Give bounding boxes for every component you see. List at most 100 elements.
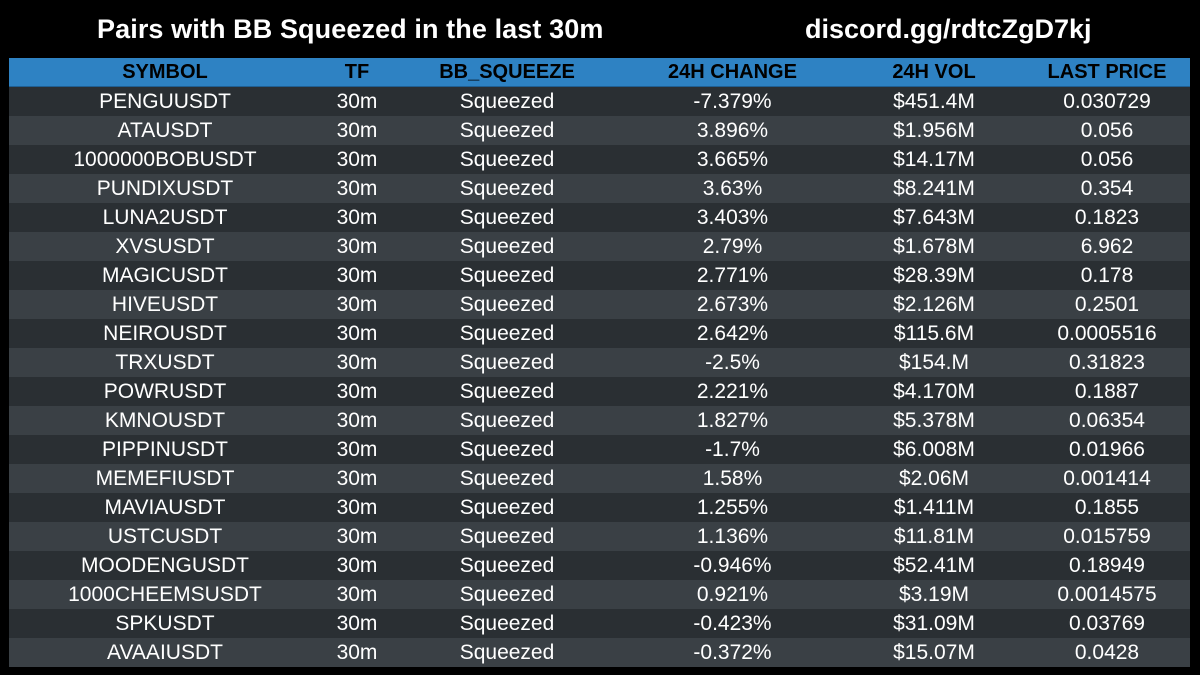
change-cell: 3.665% (696, 147, 769, 171)
price-cell: 0.0005516 (1057, 321, 1157, 345)
change-cell: 3.896% (696, 118, 769, 142)
symbol-cell: PIPPINUSDT (101, 437, 229, 461)
column-header-24h-change[interactable]: 24H CHANGE (668, 60, 797, 83)
price-cell: 0.1887 (1074, 379, 1140, 403)
change-cell: -0.423% (693, 611, 772, 635)
column-header-tf[interactable]: TF (344, 60, 370, 83)
symbol-cell: PUNDIXUSDT (96, 176, 234, 200)
change-cell: -0.946% (693, 553, 772, 577)
symbol-cell: POWRUSDT (103, 379, 227, 403)
tf-cell: 30m (336, 582, 378, 606)
bb-squeeze-cell: Squeezed (459, 292, 555, 316)
price-cell: 0.056 (1080, 118, 1134, 142)
volume-cell: $2.06M (898, 466, 970, 490)
price-cell: 0.18949 (1069, 553, 1145, 577)
volume-cell: $1.678M (893, 234, 975, 258)
price-cell: 0.01966 (1069, 437, 1145, 461)
bb-squeeze-cell: Squeezed (459, 466, 555, 490)
price-cell: 0.030729 (1063, 89, 1151, 113)
column-header-symbol[interactable]: SYMBOL (122, 60, 208, 83)
table-row[interactable]: KMNOUSDT 30m Squeezed 1.827% $5.378M 0.06354 (9, 406, 1190, 435)
column-header-last-price[interactable]: LAST PRICE (1047, 60, 1167, 83)
symbol-cell: MAGICUSDT (102, 263, 228, 287)
tf-cell: 30m (336, 495, 378, 519)
change-cell: 2.673% (696, 292, 769, 316)
bb-squeeze-cell: Squeezed (459, 495, 555, 519)
tf-cell: 30m (336, 147, 378, 171)
symbol-cell: MOODENGUSDT (81, 553, 249, 577)
table-row[interactable]: TRXUSDT 30m Squeezed -2.5% $154.M 0.31823 (9, 348, 1190, 377)
table-row[interactable]: POWRUSDT 30m Squeezed 2.221% $4.170M 0.1887 (9, 377, 1190, 406)
header: Pairs with BB Squeezed in the last 30m d… (0, 0, 1200, 58)
table-row[interactable]: USTCUSDT 30m Squeezed 1.136% $11.81M 0.015759 (9, 522, 1190, 551)
change-cell: -7.379% (693, 89, 772, 113)
table-row[interactable]: HIVEUSDT 30m Squeezed 2.673% $2.126M 0.2501 (9, 290, 1190, 319)
table-row[interactable]: AVAAIUSDT 30m Squeezed -0.372% $15.07M 0.0428 (9, 638, 1190, 667)
tf-cell: 30m (336, 321, 378, 345)
discord-link[interactable]: discord.gg/rdtcZgD7kj (805, 14, 1092, 44)
volume-cell: $8.241M (893, 176, 975, 200)
change-cell: 1.255% (696, 495, 769, 519)
symbol-cell: 1000000BOBUSDT (73, 147, 257, 171)
bb-squeeze-cell: Squeezed (459, 89, 555, 113)
table-row[interactable]: 1000CHEEMSUSDT 30m Squeezed 0.921% $3.19M 0.0… (9, 580, 1190, 609)
price-cell: 0.178 (1080, 263, 1134, 287)
table-row[interactable]: MEMEFIUSDT 30m Squeezed 1.58% $2.06M 0.001414 (9, 464, 1190, 493)
bb-squeeze-cell: Squeezed (459, 524, 555, 548)
change-cell: 3.63% (702, 176, 763, 200)
symbol-cell: XVSUSDT (115, 234, 215, 258)
tf-cell: 30m (336, 640, 378, 664)
volume-cell: $451.4M (893, 89, 975, 113)
bb-squeeze-cell: Squeezed (459, 582, 555, 606)
change-cell: -0.372% (693, 640, 772, 664)
table-row[interactable]: PENGUUSDT 30m Squeezed -7.379% $451.4M 0.0307… (9, 87, 1190, 116)
symbol-cell: KMNOUSDT (104, 408, 226, 432)
volume-cell: $154.M (898, 350, 970, 374)
volume-cell: $7.643M (893, 205, 975, 229)
volume-cell: $1.411M (893, 495, 975, 519)
symbol-cell: MEMEFIUSDT (95, 466, 235, 490)
table-row[interactable]: NEIROUSDT 30m Squeezed 2.642% $115.6M 0.00055… (9, 319, 1190, 348)
table-row[interactable]: MAVIAUSDT 30m Squeezed 1.255% $1.411M 0.1855 (9, 493, 1190, 522)
table-row[interactable]: 1000000BOBUSDT 30m Squeezed 3.665% $14.17M 0.… (9, 145, 1190, 174)
volume-cell: $15.07M (893, 640, 975, 664)
table-row[interactable]: XVSUSDT 30m Squeezed 2.79% $1.678M 6.962 (9, 232, 1190, 261)
table-row[interactable]: LUNA2USDT 30m Squeezed 3.403% $7.643M 0.1823 (9, 203, 1190, 232)
price-cell: 0.06354 (1069, 408, 1145, 432)
bb-squeeze-cell: Squeezed (459, 611, 555, 635)
change-cell: 2.221% (696, 379, 769, 403)
change-cell: -1.7% (705, 437, 760, 461)
symbol-cell: HIVEUSDT (111, 292, 219, 316)
tf-cell: 30m (336, 524, 378, 548)
price-cell: 0.001414 (1063, 466, 1151, 490)
table-row[interactable]: PIPPINUSDT 30m Squeezed -1.7% $6.008M 0.01966 (9, 435, 1190, 464)
column-header-24h-vol[interactable]: 24H VOL (892, 60, 976, 83)
volume-cell: $2.126M (893, 292, 975, 316)
tf-cell: 30m (336, 553, 378, 577)
change-cell: -2.5% (705, 350, 760, 374)
squeeze-table: SYMBOL TF BB_SQUEEZE 24H CHANGE 24H VOL … (9, 58, 1190, 667)
change-cell: 2.771% (696, 263, 769, 287)
table-row[interactable]: SPKUSDT 30m Squeezed -0.423% $31.09M 0.03769 (9, 609, 1190, 638)
table-row[interactable]: PUNDIXUSDT 30m Squeezed 3.63% $8.241M 0.354 (9, 174, 1190, 203)
volume-cell: $31.09M (893, 611, 975, 635)
bb-squeeze-cell: Squeezed (459, 321, 555, 345)
price-cell: 0.0428 (1074, 640, 1140, 664)
column-header-bb-squeeze[interactable]: BB_SQUEEZE (439, 60, 575, 83)
bb-squeeze-cell: Squeezed (459, 379, 555, 403)
table-row[interactable]: MOODENGUSDT 30m Squeezed -0.946% $52.41M 0.18… (9, 551, 1190, 580)
symbol-cell: TRXUSDT (115, 350, 215, 374)
price-cell: 0.31823 (1069, 350, 1145, 374)
tf-cell: 30m (336, 466, 378, 490)
change-cell: 1.136% (696, 524, 769, 548)
symbol-cell: SPKUSDT (115, 611, 215, 635)
tf-cell: 30m (336, 263, 378, 287)
table-row[interactable]: ATAUSDT 30m Squeezed 3.896% $1.956M 0.056 (9, 116, 1190, 145)
change-cell: 2.642% (696, 321, 769, 345)
tf-cell: 30m (336, 89, 378, 113)
bb-squeeze-cell: Squeezed (459, 408, 555, 432)
table-body: PENGUUSDT 30m Squeezed -7.379% $451.4M 0.0307… (9, 87, 1190, 667)
table-row[interactable]: MAGICUSDT 30m Squeezed 2.771% $28.39M 0.178 (9, 261, 1190, 290)
change-cell: 1.58% (702, 466, 763, 490)
bb-squeeze-cell: Squeezed (459, 437, 555, 461)
